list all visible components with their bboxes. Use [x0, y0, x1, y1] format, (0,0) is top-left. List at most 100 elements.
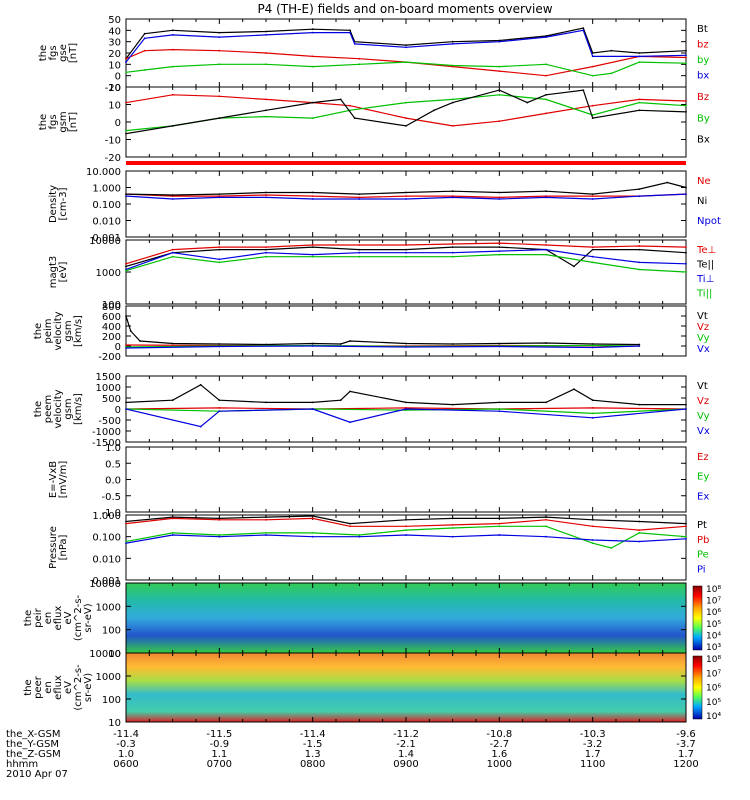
- series-point: [591, 407, 594, 409]
- series-point: [685, 193, 687, 196]
- x-axis-value: -0.3: [116, 739, 136, 750]
- series-point: [638, 248, 641, 251]
- series-point: [265, 516, 267, 518]
- series-point: [218, 345, 221, 348]
- y-axis-label-line: the: [33, 401, 44, 417]
- series-point: [311, 198, 314, 200]
- y-tick-label: 10: [108, 649, 121, 660]
- series-point: [545, 342, 547, 344]
- series-point: [610, 72, 613, 75]
- series-point: [349, 340, 351, 342]
- series-point: [349, 29, 351, 32]
- series-point: [125, 522, 127, 525]
- series-point: [265, 248, 267, 251]
- series-point: [265, 115, 267, 118]
- series-point: [638, 195, 641, 198]
- series-point: [358, 248, 361, 251]
- series-point: [451, 243, 454, 245]
- series-point: [498, 345, 501, 348]
- series-point: [339, 343, 342, 345]
- series-point: [451, 527, 454, 529]
- series-point: [265, 246, 267, 249]
- series-point: [591, 246, 594, 249]
- series-point: [685, 104, 687, 107]
- y-tick-label: 0: [115, 342, 121, 353]
- series-point: [143, 32, 146, 35]
- series-point: [311, 515, 314, 517]
- series-point: [545, 401, 547, 404]
- y-axis-label-line: [nT]: [68, 112, 79, 132]
- panel-peir_eflux: 10⁸10⁷10⁶10⁵10⁴10³10000100010010thepeire…: [23, 579, 721, 660]
- series-point: [171, 532, 174, 534]
- series-point: [199, 425, 202, 428]
- colorbar-tick-label: 10⁷: [706, 597, 721, 607]
- y-axis-label-line: the: [38, 114, 49, 130]
- series-point: [498, 246, 501, 249]
- y-tick-label: 100: [102, 626, 121, 637]
- y-axis-label-line: [mV/m]: [58, 461, 69, 499]
- series-point: [218, 258, 221, 261]
- series-point: [171, 399, 174, 402]
- y-axis-label-line: (cm^2-s-: [73, 594, 84, 641]
- y-tick-label: -10: [105, 136, 121, 147]
- y-tick-label: 0.100: [92, 533, 121, 544]
- legend-entry: Vz: [697, 322, 709, 333]
- series-point: [125, 132, 127, 135]
- series-point: [591, 74, 594, 77]
- series-point: [405, 525, 407, 528]
- legend-entry: Pt: [697, 520, 707, 531]
- series-point: [591, 539, 594, 541]
- series-point: [143, 69, 146, 71]
- series-point: [405, 251, 407, 254]
- series-point: [545, 190, 547, 193]
- series-point: [171, 251, 174, 254]
- y-axis-label-line: eV: [63, 611, 74, 624]
- x-axis-row-label: the_Z-GSM: [6, 749, 61, 760]
- series-point: [125, 315, 127, 317]
- x-axis-value: 1000: [487, 759, 512, 770]
- y-tick-label: 1.000: [92, 184, 121, 195]
- series-line-Bz: [125, 94, 687, 127]
- series-line-Vt: [125, 384, 686, 406]
- series-point: [498, 410, 501, 413]
- y-tick-label: 800: [102, 302, 121, 313]
- series-point: [171, 194, 174, 196]
- series-point: [349, 390, 351, 393]
- y-tick-label: 40: [108, 26, 121, 37]
- y-axis-label-line: velocity: [53, 311, 64, 350]
- plot-frame: [125, 305, 687, 357]
- series-point: [685, 100, 687, 102]
- colorbar: [692, 655, 703, 720]
- series-point: [591, 399, 594, 402]
- series-point: [311, 65, 314, 68]
- series-point: [405, 46, 407, 49]
- series-point: [591, 193, 594, 196]
- series-point: [685, 49, 687, 52]
- y-tick-label: 1000: [96, 383, 121, 394]
- y-axis-label-line: E=-VxB: [48, 461, 59, 498]
- y-axis-label: Density[cm-3]: [48, 185, 69, 223]
- quality-flag-bar: [126, 161, 686, 165]
- series-point: [353, 43, 356, 45]
- y-tick-label: -0.5: [101, 492, 121, 503]
- series-point: [129, 330, 132, 332]
- series-point: [638, 261, 641, 264]
- series-point: [451, 64, 454, 67]
- y-axis-label-line: en: [43, 612, 54, 625]
- series-point: [171, 517, 174, 520]
- y-axis-label-line: eV: [63, 681, 74, 694]
- series-point: [218, 193, 221, 196]
- series-point: [433, 109, 435, 112]
- colorbar-tick-label: 10³: [706, 643, 721, 653]
- series-point: [451, 535, 454, 538]
- y-tick-label: 10: [108, 718, 121, 729]
- series-point: [685, 251, 687, 254]
- colorbar: [692, 585, 703, 651]
- x-axis-value: -2.7: [490, 739, 510, 750]
- panel-peer_eflux: 10⁸ 10⁷ 10⁶ 10⁵ 10⁴ 10000 1000 100 10 thepeerenef…: [23, 649, 721, 729]
- y-tick-label: 10: [108, 60, 121, 71]
- x-axis-row-label: the_Y-GSM: [6, 739, 59, 750]
- colorbar-tick-label: 10⁴: [706, 712, 721, 722]
